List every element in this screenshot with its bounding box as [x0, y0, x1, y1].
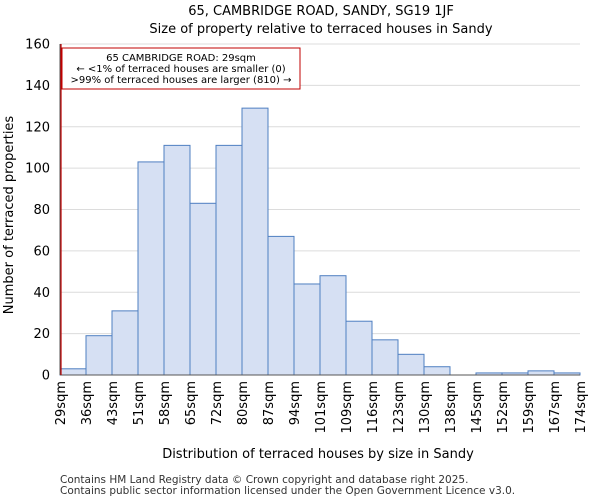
x-tick-label: 138sqm: [444, 381, 459, 434]
x-tick-label: 152sqm: [496, 381, 511, 434]
y-tick-label: 80: [33, 203, 50, 218]
histogram-bar: [397, 353, 425, 376]
histogram-bar: [267, 235, 295, 376]
x-tick-label: 101sqm: [314, 381, 329, 434]
y-tick-label: 140: [25, 79, 50, 94]
histogram-bar: [215, 144, 243, 376]
x-tick-label: 123sqm: [392, 381, 407, 434]
annotation-box: 65 CAMBRIDGE ROAD: 29sqm ← <1% of terrac…: [61, 47, 301, 90]
annotation-line1: 65 CAMBRIDGE ROAD: 29sqm: [106, 53, 256, 64]
x-tick-label: 167sqm: [548, 381, 563, 434]
footer-line1: Contains HM Land Registry data © Crown c…: [60, 474, 468, 486]
x-tick-label: 116sqm: [366, 381, 381, 434]
x-tick-label: 159sqm: [522, 381, 537, 434]
x-tick-label: 109sqm: [340, 381, 355, 434]
histogram-bar: [319, 275, 347, 376]
bars: [59, 107, 581, 376]
y-tick-label: 160: [25, 38, 50, 53]
x-tick-label: 51sqm: [132, 381, 147, 425]
histogram-bar: [59, 368, 87, 376]
histogram-bar: [241, 107, 269, 376]
histogram-bar: [527, 370, 555, 376]
x-tick-label: 174sqm: [574, 381, 589, 434]
x-tick-label: 72sqm: [210, 381, 225, 425]
y-tick-label: 20: [33, 327, 50, 342]
histogram-bar: [137, 161, 165, 376]
x-tick-label: 65sqm: [184, 381, 199, 425]
histogram-bar: [163, 144, 191, 376]
x-tick-label: 29sqm: [54, 381, 69, 425]
chart-subtitle: Size of property relative to terraced ho…: [149, 22, 492, 37]
x-tick-label: 43sqm: [106, 381, 121, 425]
x-axis-label: Distribution of terraced houses by size …: [162, 447, 474, 462]
y-tick-label: 120: [25, 120, 50, 135]
footer-line2: Contains public sector information licen…: [60, 485, 515, 497]
histogram-bar: [85, 335, 113, 376]
y-tick-label: 40: [33, 286, 50, 301]
annotation-line2: ← <1% of terraced houses are smaller (0): [76, 64, 285, 75]
chart-title: 65, CAMBRIDGE ROAD, SANDY, SG19 1JF: [188, 4, 454, 19]
x-tick-label: 80sqm: [236, 381, 251, 425]
y-tick-label: 60: [33, 244, 50, 259]
y-axis-label: Number of terraced properties: [2, 116, 17, 315]
histogram-bar: [293, 283, 321, 376]
histogram-bar: [371, 339, 399, 376]
y-axis-ticks: 0 20 40 60 80 100 120 140 160: [25, 38, 50, 384]
histogram-bar: [423, 366, 451, 376]
x-tick-label: 87sqm: [262, 381, 277, 425]
y-tick-label: 0: [42, 369, 50, 384]
x-tick-label: 36sqm: [80, 381, 95, 425]
histogram-bar: [189, 202, 217, 376]
x-tick-label: 130sqm: [418, 381, 433, 434]
x-tick-label: 58sqm: [158, 381, 173, 425]
x-tick-label: 94sqm: [288, 381, 303, 425]
histogram-bar: [111, 310, 139, 376]
annotation-line3: >99% of terraced houses are larger (810)…: [70, 75, 291, 86]
y-tick-label: 100: [25, 162, 50, 177]
x-tick-label: 145sqm: [470, 381, 485, 434]
x-axis-ticks: 29sqm 36sqm 43sqm 51sqm 58sqm 65sqm 72sqm 80sqm…: [54, 381, 589, 434]
histogram-bar: [345, 320, 373, 376]
